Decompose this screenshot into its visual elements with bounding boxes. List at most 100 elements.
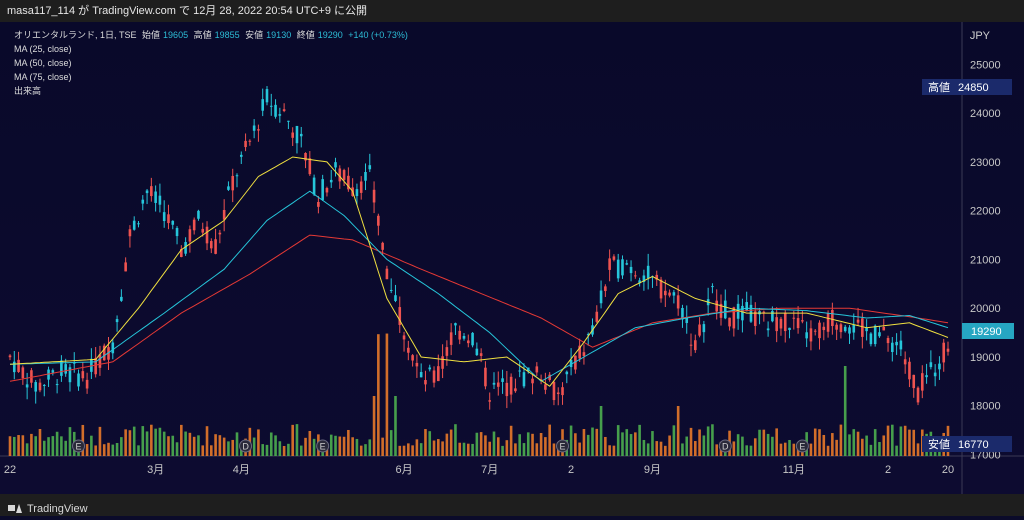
volume-bar bbox=[736, 434, 740, 456]
volume-bar bbox=[715, 444, 719, 456]
volume-bar bbox=[548, 424, 551, 456]
volume-bar bbox=[334, 435, 337, 456]
volume-bar bbox=[188, 432, 192, 456]
volume-bar bbox=[111, 444, 115, 456]
price-axis-ticks: 17000 18000 19000 20000 21000 22000 23000 24000… bbox=[970, 59, 1001, 461]
candle-body bbox=[634, 275, 637, 277]
candle-body bbox=[788, 327, 791, 331]
ma25-legend[interactable]: MA (25, close) bbox=[14, 44, 72, 54]
volume-bar bbox=[698, 429, 701, 456]
candle-body bbox=[162, 212, 166, 222]
price-tick: 19000 bbox=[970, 352, 1001, 364]
candle-body bbox=[312, 177, 316, 195]
candle-body bbox=[946, 348, 950, 352]
candle-body bbox=[248, 140, 252, 142]
volume-bar bbox=[8, 436, 12, 456]
candle-body bbox=[454, 323, 457, 326]
candle-body bbox=[899, 340, 903, 350]
candle-body bbox=[655, 274, 659, 280]
candle-body bbox=[929, 362, 933, 368]
ma25-line bbox=[9, 156, 949, 387]
candle-body bbox=[222, 209, 226, 220]
tradingview-logo[interactable]: TradingView bbox=[8, 498, 88, 520]
volume-bar bbox=[120, 437, 123, 456]
volume-bar bbox=[308, 431, 312, 456]
candle-body bbox=[184, 242, 187, 254]
candle-body bbox=[659, 279, 663, 299]
candle-body bbox=[235, 175, 239, 177]
volume-bar bbox=[51, 436, 55, 456]
candle-body bbox=[685, 317, 689, 324]
ohlc-row: オリエンタルランド, 1日, TSE 始値 19605 高値 19855 安値 191… bbox=[14, 28, 411, 42]
volume-bar bbox=[625, 429, 629, 456]
candle-body bbox=[813, 330, 817, 332]
volume-bar bbox=[822, 434, 826, 456]
ma50-legend[interactable]: MA (50, close) bbox=[14, 58, 72, 68]
volume-bar bbox=[132, 426, 136, 456]
chart-area[interactable]: オリエンタルランド, 1日, TSE 始値 19605 高値 19855 安値 191… bbox=[0, 22, 1024, 494]
volume-bar bbox=[831, 433, 834, 456]
volume-bar bbox=[454, 424, 457, 456]
volume-bar bbox=[664, 445, 667, 456]
volume-bar bbox=[745, 445, 748, 456]
volume-bar bbox=[98, 426, 102, 456]
volume-bar bbox=[252, 437, 256, 456]
candle-body bbox=[492, 382, 496, 385]
price-chart[interactable]: 17000 18000 19000 20000 21000 22000 23000 24000… bbox=[0, 22, 1024, 494]
time-tick: 4月 bbox=[233, 464, 250, 476]
time-tick: 7月 bbox=[481, 464, 498, 476]
candle-body bbox=[68, 367, 72, 383]
volume-bar bbox=[574, 433, 577, 456]
volume-bar bbox=[826, 445, 830, 456]
candle-body bbox=[257, 129, 260, 131]
candle-body bbox=[586, 334, 590, 336]
volume-bar bbox=[655, 441, 659, 456]
candle-body bbox=[466, 340, 470, 344]
candle-body bbox=[792, 317, 796, 319]
volume-legend[interactable]: 出来高 bbox=[14, 86, 42, 96]
symbol-name[interactable]: オリエンタルランド, 1日, TSE bbox=[14, 30, 137, 40]
candle-body bbox=[295, 125, 299, 144]
candle-body bbox=[488, 400, 492, 402]
volume-bar bbox=[42, 440, 46, 456]
candle-body bbox=[342, 170, 346, 180]
candle-body bbox=[274, 104, 277, 117]
volume-bar bbox=[621, 432, 624, 456]
candle-body bbox=[462, 335, 466, 339]
price-tick: 18000 bbox=[970, 401, 1001, 413]
candle-body bbox=[642, 275, 646, 282]
candle-body bbox=[616, 259, 620, 279]
volume-bar bbox=[766, 433, 770, 456]
tradingview-logo-icon bbox=[8, 504, 22, 514]
volume-bar bbox=[638, 424, 641, 456]
volume-bar bbox=[21, 435, 25, 456]
volume-bar bbox=[522, 443, 526, 456]
volume-bar bbox=[578, 442, 581, 456]
candle-body bbox=[698, 324, 701, 336]
price-tick: 17000 bbox=[970, 449, 1001, 461]
candle-body bbox=[432, 370, 436, 383]
candle-body bbox=[227, 186, 230, 190]
candle-body bbox=[629, 266, 633, 274]
volume-bar bbox=[419, 443, 423, 456]
volume-bar bbox=[809, 443, 813, 456]
ma75-line bbox=[9, 234, 949, 382]
volume-bar bbox=[668, 435, 671, 456]
volume-bar bbox=[167, 436, 170, 456]
candle-body bbox=[317, 201, 320, 207]
volume-bar bbox=[544, 437, 547, 456]
ma75-legend[interactable]: MA (75, close) bbox=[14, 72, 72, 82]
candle-body bbox=[252, 125, 256, 131]
volume-bar bbox=[192, 436, 196, 456]
candle-body bbox=[938, 363, 941, 370]
volume-bar bbox=[501, 445, 504, 456]
candle-body bbox=[17, 359, 20, 372]
candle-body bbox=[638, 280, 641, 284]
event-marker bbox=[718, 439, 732, 453]
candle-body bbox=[334, 162, 337, 168]
volume-bar bbox=[484, 435, 487, 456]
volume-bar bbox=[222, 437, 226, 456]
volume-bar bbox=[916, 443, 920, 456]
volume-bar bbox=[428, 431, 432, 456]
candle-body bbox=[398, 307, 402, 325]
